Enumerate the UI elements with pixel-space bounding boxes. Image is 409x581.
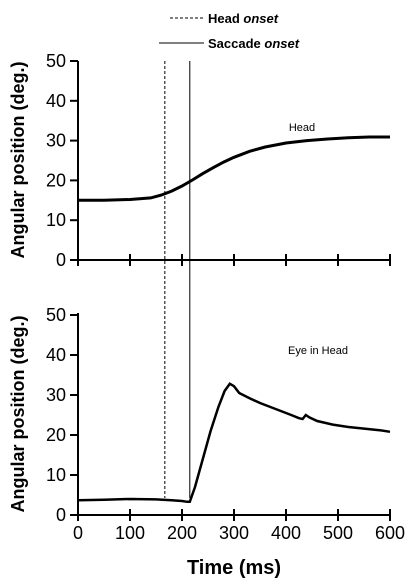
head-panel-ylabel: Angular position (deg.) (8, 62, 28, 259)
head-panel-ytick-label: 20 (46, 170, 66, 190)
eye-panel-ytick-label: 0 (56, 505, 66, 525)
eye-panel-ytick-label: 50 (46, 305, 66, 325)
eye-panel-ylabel: Angular position (deg.) (8, 316, 28, 513)
eye-panel-xtick-label: 300 (219, 523, 249, 543)
head-panel-ytick-label: 50 (46, 51, 66, 71)
eye-panel-xtick-label: 200 (167, 523, 197, 543)
legend-head-onset-label: Head onset (208, 11, 279, 26)
eye-panel-xtick-label: 500 (323, 523, 353, 543)
head-panel-ytick-label: 10 (46, 210, 66, 230)
eye-panel-ytick-label: 20 (46, 425, 66, 445)
head-panel-ytick-label: 0 (56, 250, 66, 270)
head-position-line (78, 135, 390, 202)
head-panel-title: Head (289, 122, 315, 134)
head-panel-ytick-label: 30 (46, 131, 66, 151)
eye-panel-xtick-label: 400 (271, 523, 301, 543)
eye-panel-xtick-label: 600 (375, 523, 405, 543)
eye-panel-ytick-label: 30 (46, 385, 66, 405)
head-panel-ytick-label: 40 (46, 91, 66, 111)
head-panel: Angular position (deg.) Head 0 10 20 30 40 50 (8, 51, 391, 270)
eye-panel-xtick-label: 100 (115, 523, 145, 543)
legend: Head onset Saccade onset (159, 11, 300, 51)
eye-panel-xtick-label: 0 (73, 523, 83, 543)
legend-saccade-onset-label: Saccade onset (208, 36, 300, 51)
eye-panel-title: Eye in Head (288, 345, 348, 357)
eye-in-head-position-line (77, 382, 391, 504)
eye-panel-ytick-label: 40 (46, 345, 66, 365)
eye-panel-ytick-label: 10 (46, 465, 66, 485)
eye-panel: Angular position (deg.) Eye in Head 0 10 2… (8, 305, 405, 579)
x-axis-title: Time (ms) (187, 557, 281, 579)
